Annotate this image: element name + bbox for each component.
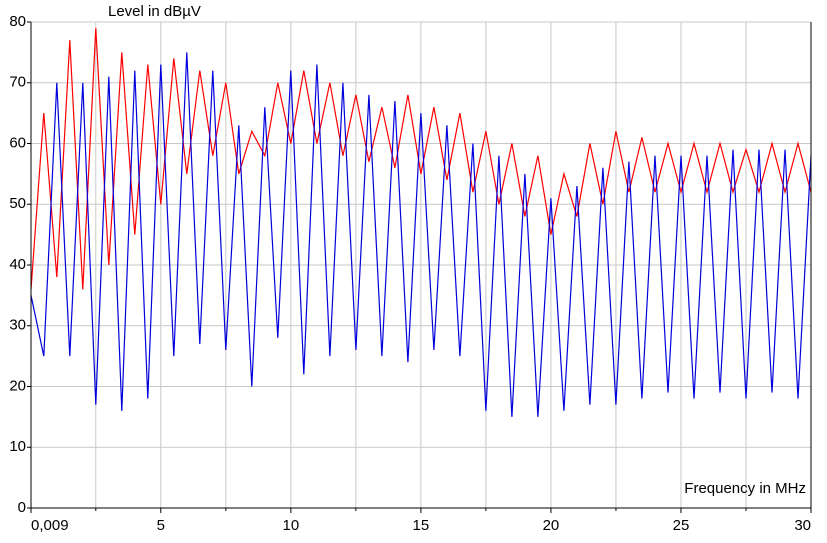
y-tick-label: 0 (18, 499, 26, 516)
y-axis-title: Level in dBµV (108, 3, 201, 20)
y-tick-label: 30 (9, 317, 26, 334)
y-tick-label: 50 (9, 195, 26, 212)
x-tick-label: 25 (673, 517, 690, 534)
x-tick-label: 5 (157, 517, 165, 534)
x-tick-label: 20 (543, 517, 560, 534)
y-tick-label: 10 (9, 438, 26, 455)
x-tick-label: 10 (283, 517, 300, 534)
x-tick-label: 15 (413, 517, 430, 534)
series-line (30, 28, 812, 290)
y-tick-label: 20 (9, 377, 26, 394)
series (30, 28, 812, 417)
ticks: 0 10 20 30 40 50 60 70 80 0,009 5 10 15 20 25 30 (9, 13, 812, 534)
y-tick-label: 40 (9, 256, 26, 273)
x-tick-label: 30 (794, 517, 811, 534)
x-axis-title: Frequency in MHz (684, 480, 806, 497)
y-tick-label: 70 (9, 74, 26, 91)
series-line (30, 52, 812, 417)
y-tick-label: 80 (9, 13, 26, 30)
y-tick-label: 60 (9, 134, 26, 151)
x-tick-label: 0,009 (31, 517, 69, 534)
